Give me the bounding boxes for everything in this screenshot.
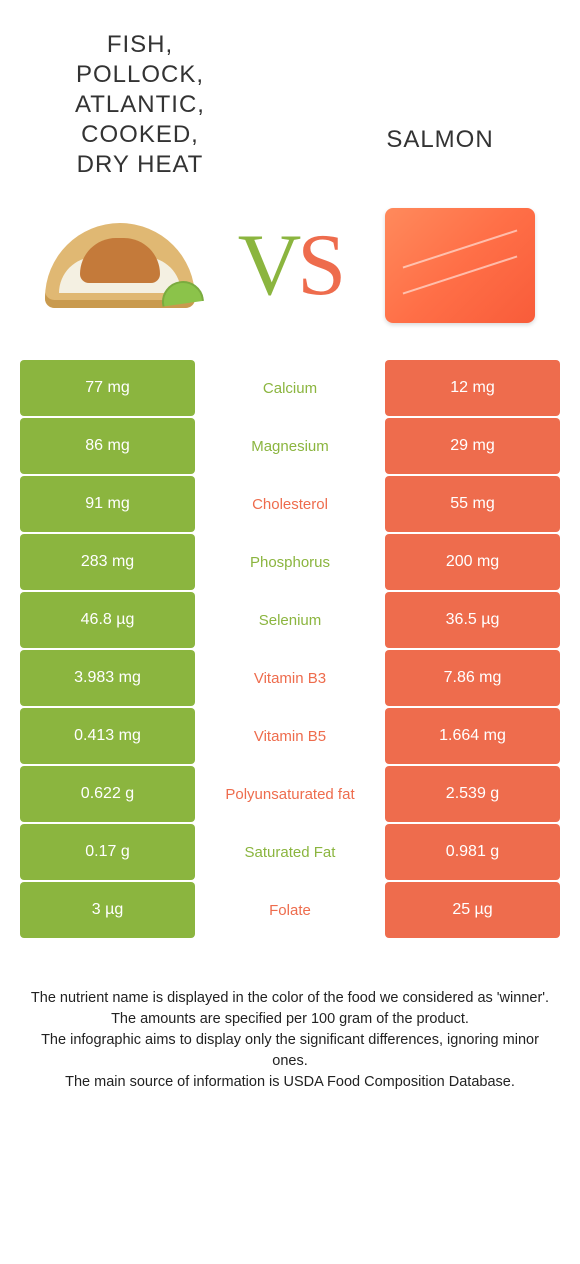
value-left: 3.983 mg: [20, 650, 195, 706]
value-right: 1.664 mg: [385, 708, 560, 764]
table-row: 91 mgCholesterol55 mg: [20, 476, 560, 532]
table-row: 283 mgPhosphorus200 mg: [20, 534, 560, 590]
nutrient-label: Magnesium: [195, 418, 385, 474]
footnote-line: The amounts are specified per 100 gram o…: [30, 1009, 550, 1030]
value-left: 0.622 g: [20, 766, 195, 822]
header: FISH,POLLOCK,ATLANTIC,COOKED,DRY HEAT SA…: [0, 0, 580, 190]
table-row: 0.17 gSaturated Fat0.981 g: [20, 824, 560, 880]
value-right: 36.5 µg: [385, 592, 560, 648]
value-left: 86 mg: [20, 418, 195, 474]
value-right: 200 mg: [385, 534, 560, 590]
nutrient-label: Cholesterol: [195, 476, 385, 532]
nutrient-label: Folate: [195, 882, 385, 938]
value-left: 0.413 mg: [20, 708, 195, 764]
nutrient-label: Saturated Fat: [195, 824, 385, 880]
footnote-line: The infographic aims to display only the…: [30, 1030, 550, 1072]
vs-row: VS: [0, 190, 580, 360]
table-row: 77 mgCalcium12 mg: [20, 360, 560, 416]
value-left: 91 mg: [20, 476, 195, 532]
value-right: 55 mg: [385, 476, 560, 532]
nutrient-label: Phosphorus: [195, 534, 385, 590]
table-row: 46.8 µgSelenium36.5 µg: [20, 592, 560, 648]
comparison-table: 77 mgCalcium12 mg86 mgMagnesium29 mg91 m…: [0, 360, 580, 938]
food-image-right: [380, 205, 540, 325]
value-right: 0.981 g: [385, 824, 560, 880]
salmon-icon: [385, 208, 535, 323]
table-row: 3 µgFolate25 µg: [20, 882, 560, 938]
value-left: 46.8 µg: [20, 592, 195, 648]
table-row: 0.622 gPolyunsaturated fat2.539 g: [20, 766, 560, 822]
table-row: 3.983 mgVitamin B37.86 mg: [20, 650, 560, 706]
value-right: 12 mg: [385, 360, 560, 416]
value-right: 25 µg: [385, 882, 560, 938]
value-left: 283 mg: [20, 534, 195, 590]
value-right: 2.539 g: [385, 766, 560, 822]
food-image-left: [40, 205, 200, 325]
nutrient-label: Calcium: [195, 360, 385, 416]
nutrient-label: Vitamin B3: [195, 650, 385, 706]
value-right: 7.86 mg: [385, 650, 560, 706]
title-left: FISH,POLLOCK,ATLANTIC,COOKED,DRY HEAT: [40, 30, 240, 180]
footnotes: The nutrient name is displayed in the co…: [0, 940, 580, 1093]
value-left: 77 mg: [20, 360, 195, 416]
nutrient-label: Polyunsaturated fat: [195, 766, 385, 822]
footnote-line: The nutrient name is displayed in the co…: [30, 988, 550, 1009]
footnote-line: The main source of information is USDA F…: [30, 1072, 550, 1093]
table-row: 0.413 mgVitamin B51.664 mg: [20, 708, 560, 764]
nutrient-label: Vitamin B5: [195, 708, 385, 764]
title-right: SALMON: [340, 30, 540, 155]
value-left: 3 µg: [20, 882, 195, 938]
nutrient-label: Selenium: [195, 592, 385, 648]
value-right: 29 mg: [385, 418, 560, 474]
vs-label: VS: [238, 215, 343, 316]
value-left: 0.17 g: [20, 824, 195, 880]
vs-v: V: [238, 217, 298, 314]
table-row: 86 mgMagnesium29 mg: [20, 418, 560, 474]
vs-s: S: [297, 217, 342, 314]
